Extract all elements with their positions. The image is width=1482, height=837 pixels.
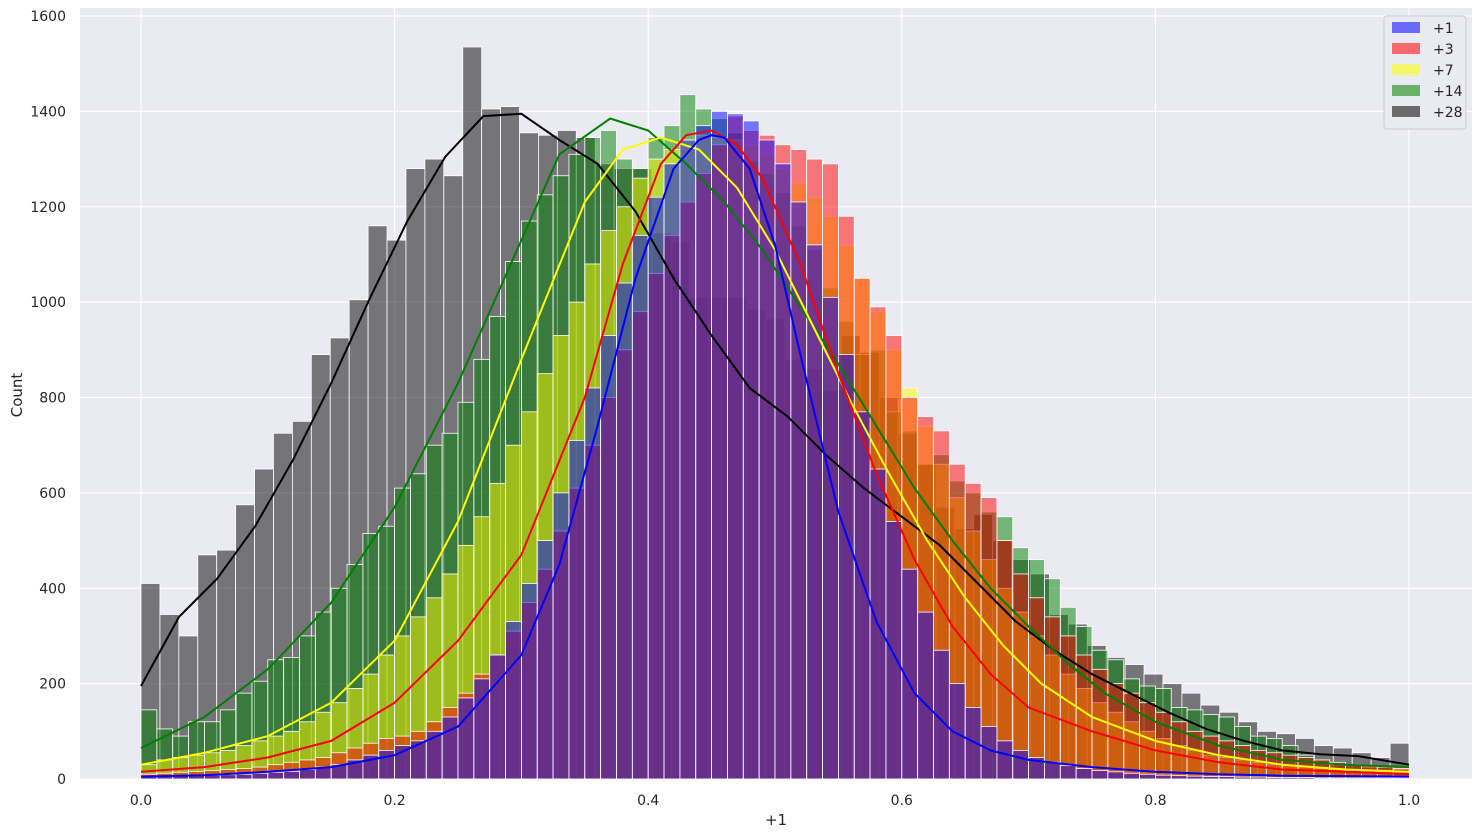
kde-line-plus7 (140, 136, 1410, 773)
histogram-bar (1218, 776, 1236, 780)
histogram-bar (489, 654, 506, 780)
histogram-bar (647, 196, 665, 780)
histogram-bar (1139, 773, 1156, 780)
histogram-bar (1044, 616, 1061, 780)
legend-swatch (1392, 43, 1420, 54)
histogram-bar (806, 244, 823, 780)
histogram-bar (1107, 683, 1125, 780)
histogram-bar (885, 521, 903, 780)
legend-swatch (1392, 85, 1420, 96)
kde-line-plus28 (140, 112, 1410, 766)
x-tick-label: 1.0 (1398, 793, 1420, 809)
legend-label: +3 (1433, 42, 1454, 58)
histogram-bar (679, 139, 697, 780)
histogram-bar (251, 772, 269, 780)
legend-swatch (1392, 64, 1420, 75)
histogram-bar (219, 774, 237, 780)
histogram-bar (711, 110, 728, 780)
x-tick-labels: 0.0 0.2 0.4 0.6 0.8 1.0 (130, 793, 1420, 809)
histogram-bar (663, 163, 681, 780)
x-tick-label: 0.2 (383, 793, 405, 809)
histogram-bar (964, 707, 982, 780)
histogram-bar (299, 769, 316, 780)
histogram-bar (1091, 770, 1109, 780)
kde-line-plus14 (140, 117, 1410, 769)
histogram-bar (1361, 777, 1378, 780)
histogram-bar (838, 354, 855, 780)
kde-line-plus3 (140, 129, 1410, 776)
x-axis-label: +1 (765, 811, 787, 829)
histogram-bar (1075, 768, 1093, 780)
histogram-bar (505, 621, 522, 780)
histogram-bar (980, 726, 998, 780)
histogram-bar (1107, 771, 1125, 780)
legend-label: +28 (1433, 105, 1463, 121)
histogram-bar (631, 234, 649, 780)
y-tick-label: 1000 (30, 295, 66, 311)
histogram-bar (1044, 761, 1061, 780)
legend-label: +1 (1433, 21, 1454, 37)
histogram-bar (1329, 777, 1347, 780)
histogram-bar (1345, 777, 1362, 780)
histogram-bar (235, 773, 253, 780)
histogram-bar (1012, 573, 1030, 780)
x-tick-label: 0.6 (891, 793, 913, 809)
y-tick-label: 600 (39, 486, 66, 502)
histogram-bar (996, 740, 1014, 780)
histogram-bar (1202, 776, 1220, 780)
y-tick-label: 1200 (30, 200, 66, 216)
legend-swatch (1392, 22, 1420, 33)
histogram-bars (140, 46, 1410, 780)
histogram-bar (1059, 765, 1077, 780)
x-tick-label: 0.0 (130, 793, 152, 809)
x-tick-label: 0.4 (637, 793, 659, 809)
y-tick-label: 1600 (30, 9, 66, 25)
histogram-bar (695, 125, 713, 780)
histogram-bar (1028, 597, 1045, 780)
histogram-bar (1186, 775, 1204, 780)
histogram-bar (727, 113, 744, 780)
histogram-bar (441, 716, 459, 780)
series-bars-plus1 (140, 110, 1410, 780)
histogram-bar (1250, 776, 1267, 780)
histogram-bar (1281, 777, 1299, 780)
histogram-bar (568, 440, 586, 780)
histogram-bar (536, 540, 554, 780)
histogram-bar (1392, 777, 1410, 780)
kde-line-plus1 (140, 134, 1410, 778)
histogram-bar (616, 282, 633, 780)
y-tick-label: 0 (57, 772, 66, 788)
histogram-bar (1313, 777, 1331, 780)
histogram-bar (267, 771, 285, 780)
histogram-bar (1155, 774, 1172, 780)
legend-label: +14 (1433, 84, 1463, 100)
histogram-bar (917, 611, 934, 780)
y-axis-label: Count (8, 373, 26, 418)
y-tick-label: 800 (39, 391, 66, 407)
histogram-bar (1012, 749, 1030, 780)
y-tick-labels: 0 200 400 600 800 1000 1200 1400 1600 (30, 9, 66, 788)
histogram-bar (1123, 772, 1140, 780)
y-tick-label: 200 (39, 677, 66, 693)
legend-label: +7 (1433, 63, 1454, 79)
histogram-bar (1297, 777, 1315, 780)
legend-swatch (1392, 106, 1420, 117)
histogram-bar (1265, 777, 1283, 780)
histogram-bar (283, 770, 300, 780)
histogram-bar (1376, 777, 1394, 780)
histogram-bar (1170, 775, 1188, 780)
histogram-bar (521, 583, 538, 780)
y-tick-label: 400 (39, 581, 66, 597)
x-tick-label: 0.8 (1144, 793, 1166, 809)
histogram-bar (425, 730, 443, 780)
legend: +1 +3 +7 +14 +28 (1383, 15, 1467, 130)
kde-curves (140, 112, 1410, 778)
y-tick-label: 1400 (30, 104, 66, 120)
histogram-bar (1234, 776, 1251, 780)
